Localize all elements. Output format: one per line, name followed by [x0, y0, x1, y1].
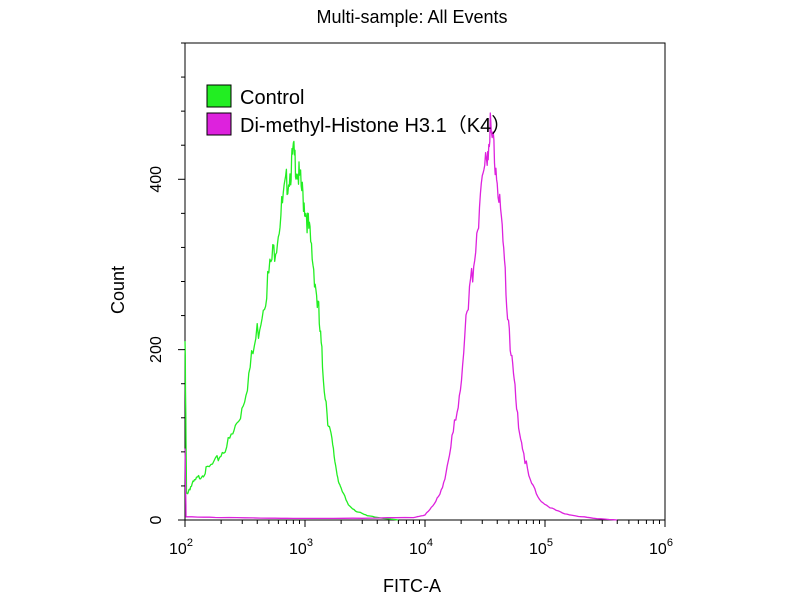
series-layer: [184, 112, 618, 521]
y-axis-label: Count: [108, 266, 128, 314]
y-axis: 0 200 400: [148, 42, 185, 524]
x-tick-label: 103: [289, 537, 313, 558]
x-axis-label: FITC-A: [383, 576, 441, 596]
x-tick-label: 104: [409, 537, 433, 558]
legend-swatch: [206, 84, 232, 108]
x-tick-label: 106: [649, 537, 673, 558]
chart-title: Multi-sample: All Events: [316, 7, 507, 27]
y-tick-label: 0: [148, 515, 165, 524]
series-line-1: [184, 140, 399, 521]
x-tick-label: 102: [169, 537, 193, 558]
y-tick-label: 400: [148, 166, 165, 193]
legend-label: Di-methyl-Histone H3.1（K4）: [240, 114, 511, 137]
legend: Control Di-methyl-Histone H3.1（K4）: [206, 84, 511, 137]
x-axis: 102 103 104 105 106: [169, 520, 673, 558]
legend-label: Control: [240, 87, 304, 109]
legend-swatch: [206, 112, 232, 136]
y-tick-label: 200: [148, 336, 165, 363]
series-line-2: [184, 112, 618, 521]
x-tick-label: 105: [529, 537, 553, 558]
